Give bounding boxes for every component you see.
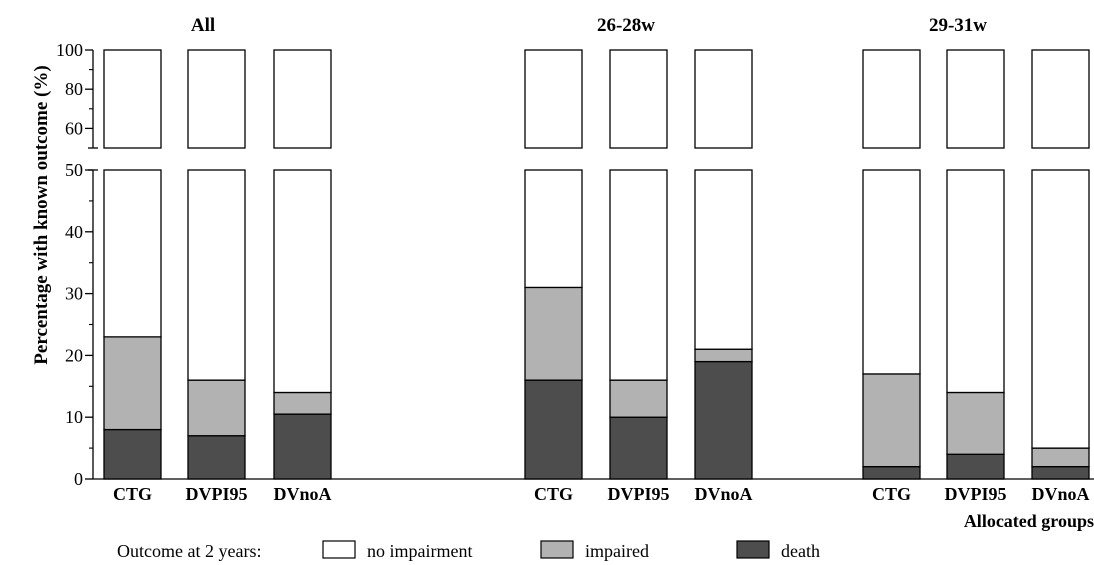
y-tick-label: 40 (65, 222, 83, 242)
bar-segment-no-impairment (609, 49, 668, 149)
legend-label-impaired: impaired (585, 541, 649, 561)
x-tick-label: DVnoA (1031, 484, 1089, 504)
y-axis-label: Percentage with known outcome (%) (31, 65, 52, 364)
bar-segment-no-impairment (103, 169, 162, 338)
bar-segment-death (1031, 465, 1090, 480)
bar-segment-no-impairment (273, 169, 332, 394)
legend-swatch-no-impairment (322, 540, 356, 559)
bar-segment-impaired (187, 379, 246, 437)
bar-segment-no-impairment (946, 49, 1005, 149)
bar-segment-impaired (1031, 447, 1090, 468)
bar-segment-no-impairment (524, 49, 583, 149)
group-title: 26-28w (597, 15, 655, 36)
bar-segment-no-impairment (1031, 169, 1090, 449)
bar-segment-death (273, 413, 332, 480)
bar-segment-no-impairment (524, 169, 583, 289)
bar-segment-impaired (524, 286, 583, 381)
bar-segment-no-impairment (609, 169, 668, 381)
legend-label-no-impairment: no impairment (367, 541, 472, 561)
x-tick-label: DVPI95 (608, 484, 670, 504)
bar-segment-impaired (694, 348, 753, 363)
x-tick-label: CTG (534, 484, 573, 504)
bar-segment-death (103, 428, 162, 480)
x-tick-label: DVPI95 (186, 484, 248, 504)
bar-segment-no-impairment (862, 169, 921, 375)
bar-segment-death (524, 379, 583, 480)
legend-swatch-death (736, 540, 770, 559)
x-axis-label: Allocated groups (964, 511, 1094, 531)
y-tick-label: 100 (56, 40, 83, 60)
bar-segment-impaired (103, 336, 162, 431)
bar-segment-impaired (946, 391, 1005, 455)
bar-segment-no-impairment (694, 49, 753, 149)
x-tick-label: CTG (872, 484, 911, 504)
y-tick-label: 50 (65, 160, 83, 180)
bar-segment-no-impairment (187, 49, 246, 149)
bar-segment-no-impairment (862, 49, 921, 149)
legend-title: Outcome at 2 years: (117, 541, 261, 561)
x-tick-label: DVnoA (694, 484, 752, 504)
bar-segment-impaired (609, 379, 668, 418)
legend-swatch-impaired (540, 540, 574, 559)
bar-segment-no-impairment (187, 169, 246, 381)
legend-label-death: death (781, 541, 820, 561)
group-title: 29-31w (929, 15, 987, 36)
x-tick-label: DVPI95 (945, 484, 1007, 504)
bar-segment-no-impairment (273, 49, 332, 149)
bar-segment-no-impairment (694, 169, 753, 350)
legend: Outcome at 2 years: no impairment impaired… (117, 540, 820, 561)
y-tick-label: 10 (65, 407, 83, 427)
y-tick-label: 30 (65, 284, 83, 304)
bar-segment-no-impairment (946, 169, 1005, 394)
labels: Percentage with known outcome (%) All CTG D… (31, 15, 1094, 531)
x-tick-label: CTG (113, 484, 152, 504)
y-tick-label: 60 (65, 118, 83, 138)
bar-segment-death (862, 465, 921, 480)
x-tick-label: DVnoA (273, 484, 331, 504)
axes: 0 10 20 30 40 50 60 80 100 (56, 40, 1094, 489)
bar-segment-death (609, 416, 668, 480)
bar-segment-death (946, 453, 1005, 480)
bar-segment-impaired (862, 373, 921, 468)
y-tick-label: 0 (74, 469, 83, 489)
group-title: All (191, 15, 215, 36)
bars (103, 49, 1090, 480)
y-tick-label: 80 (65, 79, 83, 99)
bar-segment-death (187, 435, 246, 480)
bar-segment-impaired (273, 391, 332, 415)
bar-segment-no-impairment (1031, 49, 1090, 149)
bar-segment-death (694, 360, 753, 480)
bar-segment-no-impairment (103, 49, 162, 149)
y-tick-label: 20 (65, 345, 83, 365)
